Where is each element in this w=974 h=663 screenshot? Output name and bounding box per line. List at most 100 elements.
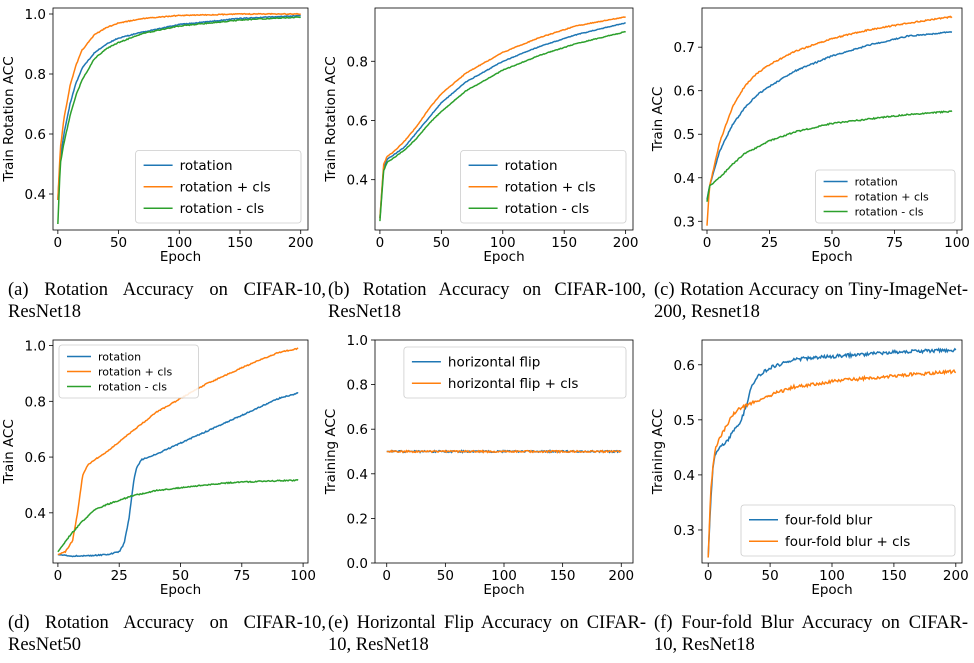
chart-b-svg: 0 50 100 150 200 0.4 0.6 0.8 Epoch Train Rotation… [323,7,639,265]
x-tick-label-e-4: 200 [608,568,634,584]
chart-f-svg: 0 50 100 150 200 0.3 0.4 0.5 0.6 Epoch Training AC… [650,339,969,598]
chart-d: 0 25 50 75 100 0.4 0.6 0.8 1.0 Epoch Train ACC rota… [0,332,320,598]
x-tick-label-c-2: 50 [823,235,840,251]
legend-box-e [403,346,627,399]
legend-label-f-1: four-fold blur + cls [785,534,910,550]
legend-label-c-0: rotation [855,175,898,188]
legend-label-d-2: rotation - cls [98,380,167,393]
legend-label-c-1: rotation + cls [855,190,929,203]
x-tick-label-b-2: 100 [490,235,516,251]
series-line-d-0 [57,391,299,558]
series-line-b-1 [379,16,626,219]
legend-box-c [815,169,956,224]
legend-label-d-0: rotation [98,350,141,363]
chart-e-svg: 0 50 100 150 200 0.0 0.2 0.4 0.6 0.8 1.0 Epoch Train… [323,333,634,598]
y-axis-label-f: Training ACC [650,409,666,495]
legend-b: rotation rotation + cls rotation - cls [460,150,627,224]
y-axis-label-a: Train Rotation ACC [1,56,17,182]
plot-area-f [707,347,957,558]
legend-d: rotation rotation + cls rotation - cls [58,344,199,399]
series-line-d-1 [57,347,299,556]
plot-area-a [57,12,301,225]
series-line-c-1 [706,15,953,226]
plot-area-d [57,347,299,558]
legend-label-a-1: rotation + cls [180,180,271,196]
y-tick-label-e-0: 0.0 [347,556,368,572]
caption-c: (c) Rotation Accuracy on Tiny-ImageNet-2… [654,280,968,322]
y-tick-label-b-0: 0.4 [347,173,368,189]
series-line-f-1 [707,368,957,558]
legend-label-b-0: rotation [505,158,558,174]
x-tick-label-a-3: 150 [227,235,253,251]
legend-box-f [740,504,956,557]
legend-label-e-0: horizontal flip [448,355,540,371]
x-axis-label-f: Epoch [811,582,852,598]
x-tick-label-a-1: 50 [110,235,127,251]
x-tick-label-d-0: 0 [54,568,63,584]
y-axis-label-e: Training ACC [323,409,339,495]
series-line-f-0 [707,347,957,558]
x-tick-label-c-1: 25 [761,235,778,251]
y-tick-label-b-2: 0.8 [347,54,368,70]
series-line-a-0 [57,14,301,201]
x-tick-label-b-1: 50 [433,235,450,251]
y-tick-label-c-4: 0.7 [674,40,695,56]
x-tick-label-b-0: 0 [376,235,385,251]
caption-b: (b) Rotation Accuracy on CIFAR-100, ResN… [328,280,646,322]
y-tick-label-c-3: 0.6 [674,84,695,100]
x-axis-label-e: Epoch [483,582,524,598]
x-tick-label-e-3: 150 [550,568,576,584]
x-axis-label-b: Epoch [483,249,524,265]
legend-box-b [460,150,627,224]
y-tick-label-d-3: 1.0 [25,339,46,355]
y-tick-label-c-1: 0.4 [674,171,695,187]
chart-b: 0 50 100 150 200 0.4 0.6 0.8 Epoch Train Rotation… [323,0,645,265]
caption-f: (f) Four-fold Blur Accuracy on CIFAR-10,… [654,613,968,655]
caption-a: (a) Rotation Accuracy on CIFAR-10, ResNe… [8,280,326,322]
y-axis-label-d: Train ACC [1,419,17,485]
chart-d-svg: 0 25 50 75 100 0.4 0.6 0.8 1.0 Epoch Train ACC rota… [1,339,316,598]
y-tick-label-d-2: 0.8 [25,394,46,410]
plot-area-e [386,449,622,454]
chart-e: 0 50 100 150 200 0.0 0.2 0.4 0.6 0.8 1.0 Epoch Train… [323,332,645,598]
legend-label-c-2: rotation - cls [855,205,924,218]
y-tick-label-f-2: 0.5 [674,413,695,429]
series-line-a-2 [57,16,301,225]
x-tick-label-d-4: 100 [290,568,316,584]
y-tick-label-e-2: 0.4 [347,467,368,483]
y-tick-label-a-3: 1.0 [25,7,46,23]
y-tick-label-a-1: 0.6 [25,127,46,143]
caption-e: (e) Horizontal Flip Accuracy on CIFAR-10… [328,613,646,655]
y-tick-label-b-1: 0.6 [347,113,368,129]
legend-label-d-1: rotation + cls [98,365,172,378]
series-line-c-2 [706,110,953,202]
x-tick-label-d-3: 75 [233,568,250,584]
x-tick-label-c-0: 0 [703,235,712,251]
x-tick-label-d-1: 25 [111,568,128,584]
y-tick-label-f-0: 0.3 [674,523,695,539]
axes-frame-a [52,7,309,231]
x-axis-label-a: Epoch [160,249,201,265]
x-tick-label-f-2: 100 [819,568,845,584]
y-tick-label-c-0: 0.3 [674,214,695,230]
y-tick-label-d-0: 0.4 [25,506,46,522]
y-tick-label-e-4: 0.8 [347,378,368,394]
series-line-a-1 [57,12,301,201]
plot-area-b [379,16,626,222]
x-axis-label-d: Epoch [160,582,201,598]
y-tick-label-e-3: 0.6 [347,422,368,438]
axes-frame-b [374,7,634,231]
legend-e: horizontal flip horizontal flip + cls [403,346,627,399]
x-tick-label-f-4: 200 [943,568,969,584]
x-axis-label-c: Epoch [811,249,852,265]
x-tick-label-d-2: 50 [172,568,189,584]
chart-c: 0 25 50 75 100 0.3 0.4 0.5 0.6 0.7 Epoch Train ACC r… [650,0,974,265]
legend-label-f-0: four-fold blur [785,513,873,529]
legend-a: rotation rotation + cls rotation - cls [135,150,302,224]
x-tick-label-c-3: 75 [886,235,903,251]
y-tick-label-f-3: 0.6 [674,358,695,374]
x-tick-label-e-2: 100 [491,568,517,584]
x-tick-label-f-1: 50 [762,568,779,584]
y-tick-label-d-1: 0.6 [25,450,46,466]
legend-label-b-2: rotation - cls [505,201,590,217]
